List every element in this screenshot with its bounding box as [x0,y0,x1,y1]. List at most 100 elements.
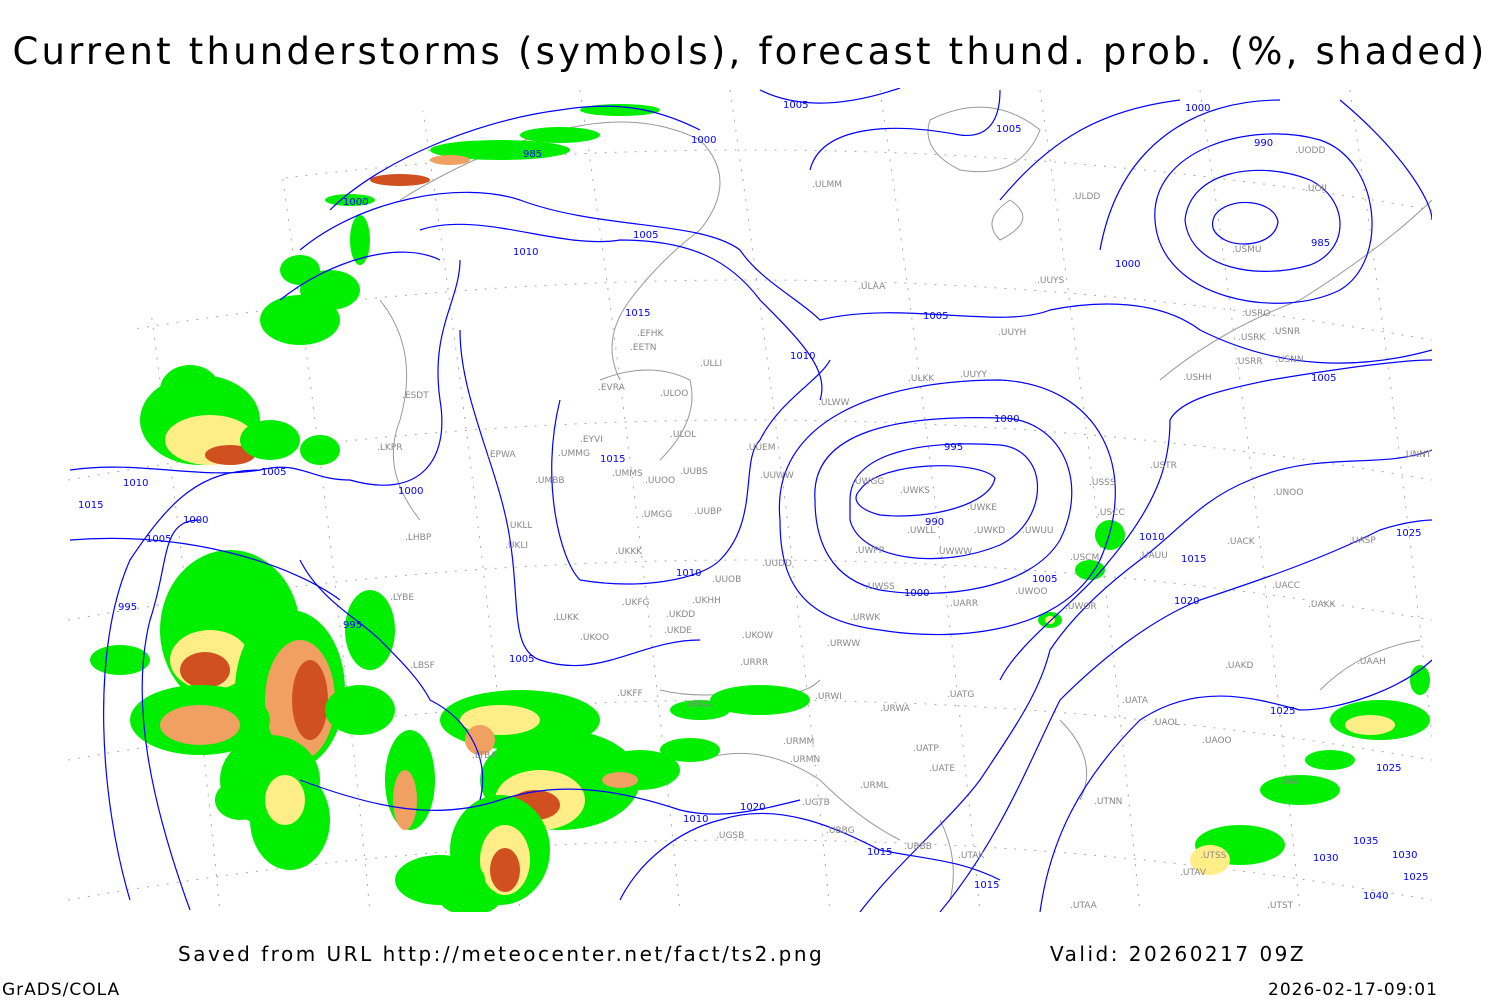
station-label: .UATG [947,690,974,700]
station-label: .URRR [740,658,768,668]
station-label: .LBSF [410,661,435,671]
thunderstorm-probability-area [240,420,300,460]
station-label: .UASP [1349,536,1376,546]
station-label: .UGSB [716,831,744,841]
valid-time-text: Valid: 20260217 09Z [1050,942,1307,966]
thunderstorm-probability-area [520,127,600,143]
station-label: .UATE [929,764,955,774]
station-label: .USTR [1150,461,1177,471]
station-label: .UNBB [1431,479,1460,489]
station-label: .UOII [1305,184,1327,194]
station-label: .UODD [1295,146,1325,156]
station-label: .EETN [630,343,656,353]
station-label: .UKHH [692,596,721,606]
station-label: .UACK [1227,537,1256,547]
isobar-label: 1020 [1174,596,1199,607]
isobar-line [279,251,441,301]
thunderstorm-probability-area [660,738,720,762]
isobar-label: 1015 [867,847,892,858]
station-label: .ULMM [812,180,842,190]
isobar-line [1184,169,1341,272]
thunderstorm-probability-area [1410,665,1430,695]
isobar-line [1154,133,1373,304]
isobar-line [1211,201,1279,245]
station-label: .UWGG [852,477,884,487]
station-label: .UWKD [974,526,1005,536]
isobar-label: 1005 [633,230,658,241]
parallel-line [68,149,1432,211]
isobar-label: 1025 [1403,872,1428,883]
station-label: .USSS [1089,478,1116,488]
thunderstorm-probability-area [580,104,660,116]
station-label: .URMM [783,737,814,747]
station-label: .UKLL [507,521,532,531]
thunderstorm-probability-area [345,590,395,670]
station-label: .LUKK [553,613,580,623]
isobar-label: 995 [944,442,963,453]
isobar-label: 1030 [1313,853,1338,864]
station-label: .USMU [1232,245,1262,255]
isobar-line [759,88,901,104]
station-label: .USCC [1097,508,1125,518]
isobar-label: 1005 [1032,574,1057,585]
station-label: .UKOO [580,633,609,643]
coastline [991,199,1024,241]
isobar-label: 1000 [1185,103,1210,114]
isobar-line [69,537,341,601]
station-label: .URWW [827,639,860,649]
coastline [939,819,954,901]
station-label: .USCM [1070,553,1099,563]
isobar-line [299,191,1432,364]
station-label: .UMMS [612,469,643,479]
isobar-line [619,812,1001,901]
station-label: .EVRA [598,383,626,393]
station-label: .ULDD [1072,192,1100,202]
station-label: .UUWW [760,471,794,481]
isobar-label: 1010 [1139,532,1164,543]
isobar-line [103,259,461,901]
isobar-label: 985 [523,149,542,160]
isobar-line [999,359,1432,681]
station-label: .UNNT [1403,450,1432,460]
station-label: .UUOB [712,575,741,585]
station-label: .URWK [850,613,881,623]
software-credit: GrADS/COLA [2,980,121,1000]
station-label: .USRO [1242,309,1271,319]
isobar-label: 1010 [790,351,815,362]
isobar-label: 1025 [1396,528,1421,539]
isobar-line [809,89,1001,171]
thunderstorm-probability-area [370,174,430,186]
station-label: .UMMG [558,449,590,459]
isobar-label: 1000 [994,414,1019,425]
isobar-line [814,417,1073,595]
thunderstorm-probability-area [670,700,730,720]
station-label: .UKLI [505,541,528,551]
station-label: .URKA [684,700,712,710]
coastline [1159,199,1432,381]
station-label: .UKDE [664,626,692,636]
isobar-label: 1010 [513,247,538,258]
station-label: .UKFG [622,598,650,608]
isobar-line [1039,659,1432,912]
isobar-label: 990 [1254,138,1273,149]
isobar-label: 1025 [1376,763,1401,774]
isobar-line [849,443,1039,560]
thunderstorm-probability-area [602,772,638,788]
station-label: .UAKK [1308,600,1337,610]
station-label: .UAII [1280,777,1301,787]
thunderstorm-probability-area [430,140,570,160]
isobar-label: 1015 [600,454,625,465]
isobar-label: 1010 [123,478,148,489]
isobar-label: 1005 [783,100,808,111]
thunderstorm-probability-area [465,725,495,755]
station-label: .USRK [1238,333,1266,343]
station-label: .UUYS [1037,276,1065,286]
station-label: .LTBA [472,751,497,761]
thunderstorm-probability-area [440,885,500,912]
isobar-label: 1015 [78,500,103,511]
station-label: .USNR [1272,327,1300,337]
station-label: .UARR [950,599,978,609]
station-label: .UBBG [826,826,855,836]
thunderstorm-probability-area [1045,616,1055,624]
station-label: .UTNN [1094,797,1122,807]
